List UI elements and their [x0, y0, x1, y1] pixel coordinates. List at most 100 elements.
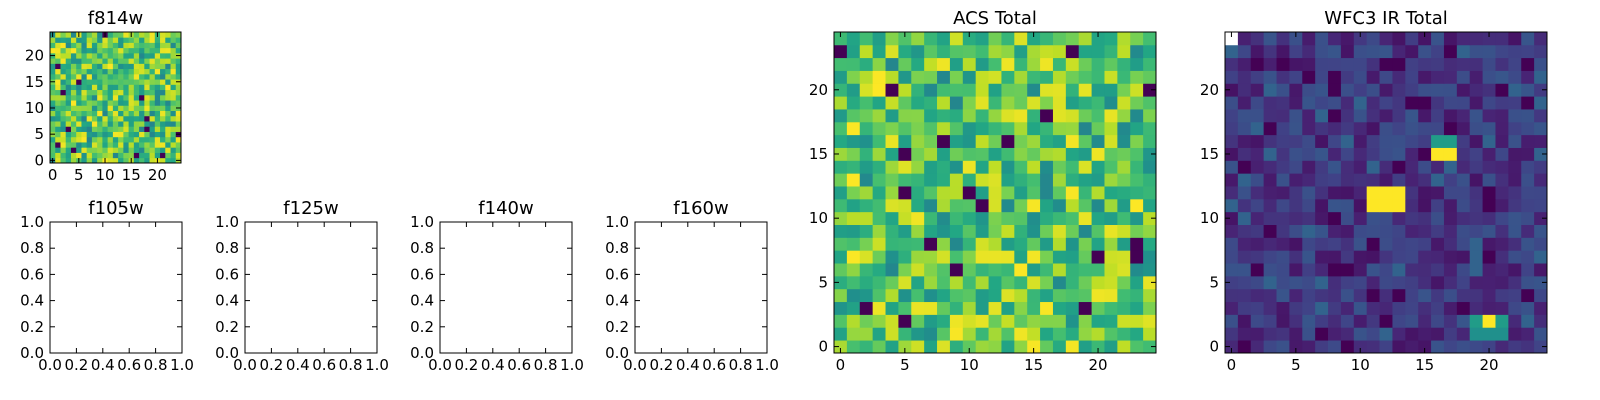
- heatmap-cell: [133, 100, 140, 106]
- heatmap-cell: [988, 32, 1002, 46]
- heatmap-cell: [1104, 327, 1118, 341]
- heatmap-cell: [165, 52, 171, 59]
- heatmap-cell: [65, 63, 72, 70]
- heatmap-cell: [1263, 275, 1277, 290]
- heatmap-cell: [91, 152, 98, 159]
- heatmap-cell: [988, 57, 1002, 71]
- heatmap-cell: [97, 89, 103, 96]
- heatmap-cell: [1482, 109, 1496, 123]
- heatmap-cell: [1302, 288, 1316, 303]
- heatmap-cell: [50, 94, 56, 101]
- heatmap-cell: [154, 89, 161, 96]
- heatmap-cell: [1091, 160, 1105, 174]
- heatmap-cell: [165, 79, 171, 85]
- heatmap-cell: [1302, 134, 1316, 148]
- heatmap-cell: [123, 89, 129, 96]
- heatmap-cell: [160, 47, 166, 54]
- heatmap-cell: [97, 136, 103, 143]
- heatmap-cell: [70, 157, 77, 164]
- heatmap-cell: [97, 126, 103, 132]
- heatmap-cell: [1237, 250, 1252, 264]
- heatmap-cell: [834, 224, 848, 238]
- heatmap-cell: [133, 157, 140, 164]
- heatmap-cell: [128, 89, 135, 96]
- heatmap-cell: [1001, 70, 1015, 84]
- heatmap-cell: [128, 136, 135, 143]
- heatmap-cell: [1078, 173, 1092, 187]
- heatmap-cell: [139, 142, 145, 148]
- heatmap-cell: [962, 224, 977, 238]
- heatmap-cell: [975, 186, 989, 200]
- heatmap-cell: [165, 126, 171, 132]
- x-tick-label: 1.0: [365, 356, 389, 374]
- heatmap-cell: [1482, 224, 1496, 238]
- y-tick-label: 5: [818, 273, 828, 291]
- heatmap-cell: [149, 131, 156, 138]
- heatmap-cell: [1091, 186, 1105, 200]
- heatmap-cell: [1078, 32, 1092, 46]
- heatmap-cell: [123, 63, 129, 70]
- heatmap-cell: [144, 73, 150, 80]
- heatmap-cell: [1495, 57, 1509, 71]
- heatmap-cell: [60, 136, 67, 143]
- heatmap-cell: [1040, 134, 1054, 148]
- heatmap-cell: [949, 32, 964, 46]
- heatmap-cell: [1027, 109, 1041, 123]
- heatmap-cell: [165, 32, 171, 38]
- heatmap-cell: [1431, 224, 1445, 238]
- heatmap-cell: [160, 32, 166, 38]
- heatmap-cell: [107, 52, 114, 59]
- heatmap-cell: [65, 79, 72, 85]
- heatmap-cell: [1065, 198, 1080, 213]
- heatmap-cell: [1117, 57, 1131, 71]
- heatmap-cell: [872, 32, 886, 46]
- heatmap-cell: [102, 47, 109, 54]
- heatmap-cell: [1418, 224, 1432, 238]
- heatmap-cell: [1456, 224, 1471, 238]
- heatmap-cell: [846, 109, 861, 123]
- heatmap-cell: [1328, 70, 1342, 84]
- heatmap-cell: [1040, 186, 1054, 200]
- heatmap-cell: [1104, 275, 1118, 290]
- heatmap-cell: [133, 47, 140, 54]
- heatmap-cell: [962, 314, 977, 328]
- x-tick-label: 5: [74, 166, 84, 184]
- heatmap-cell: [1456, 83, 1471, 97]
- heatmap-cell: [1052, 44, 1067, 59]
- heatmap-cell: [102, 58, 109, 64]
- heatmap-cell: [1418, 173, 1432, 187]
- heatmap-cell: [1225, 186, 1239, 200]
- heatmap-cell: [1117, 250, 1131, 264]
- heatmap-cell: [160, 94, 166, 101]
- heatmap-cell: [975, 263, 989, 277]
- heatmap-cell: [1418, 186, 1432, 200]
- heatmap-cell: [76, 52, 82, 59]
- heatmap-cell: [1302, 96, 1316, 110]
- heatmap-cell: [911, 288, 925, 303]
- heatmap-cell: [170, 58, 177, 64]
- heatmap-cell: [1263, 147, 1277, 161]
- x-tick-label: 0.4: [481, 356, 505, 374]
- heatmap-cell: [65, 115, 72, 122]
- heatmap-cell: [1328, 275, 1342, 290]
- heatmap-cell: [885, 327, 899, 341]
- heatmap-cell: [1534, 224, 1548, 238]
- heatmap-cell: [1276, 32, 1290, 46]
- heatmap-cell: [1392, 109, 1406, 123]
- heatmap-cell: [1276, 301, 1290, 315]
- heatmap-cell: [988, 288, 1002, 303]
- heatmap-cell: [1130, 83, 1144, 97]
- heatmap-cell: [1001, 314, 1015, 328]
- heatmap-cell: [1289, 121, 1303, 136]
- heatmap-cell: [1443, 186, 1458, 200]
- heatmap-cell: [76, 47, 82, 54]
- heatmap-cell: [1456, 263, 1471, 277]
- heatmap-cell: [123, 58, 129, 64]
- heatmap-cell: [1340, 70, 1355, 84]
- heatmap-cell: [97, 52, 103, 59]
- heatmap-cell: [76, 89, 82, 96]
- x-tick-label: 0.8: [144, 356, 168, 374]
- heatmap-cell: [1065, 288, 1080, 303]
- heatmap-cell: [1508, 173, 1522, 187]
- x-tick-label: 0: [48, 166, 58, 184]
